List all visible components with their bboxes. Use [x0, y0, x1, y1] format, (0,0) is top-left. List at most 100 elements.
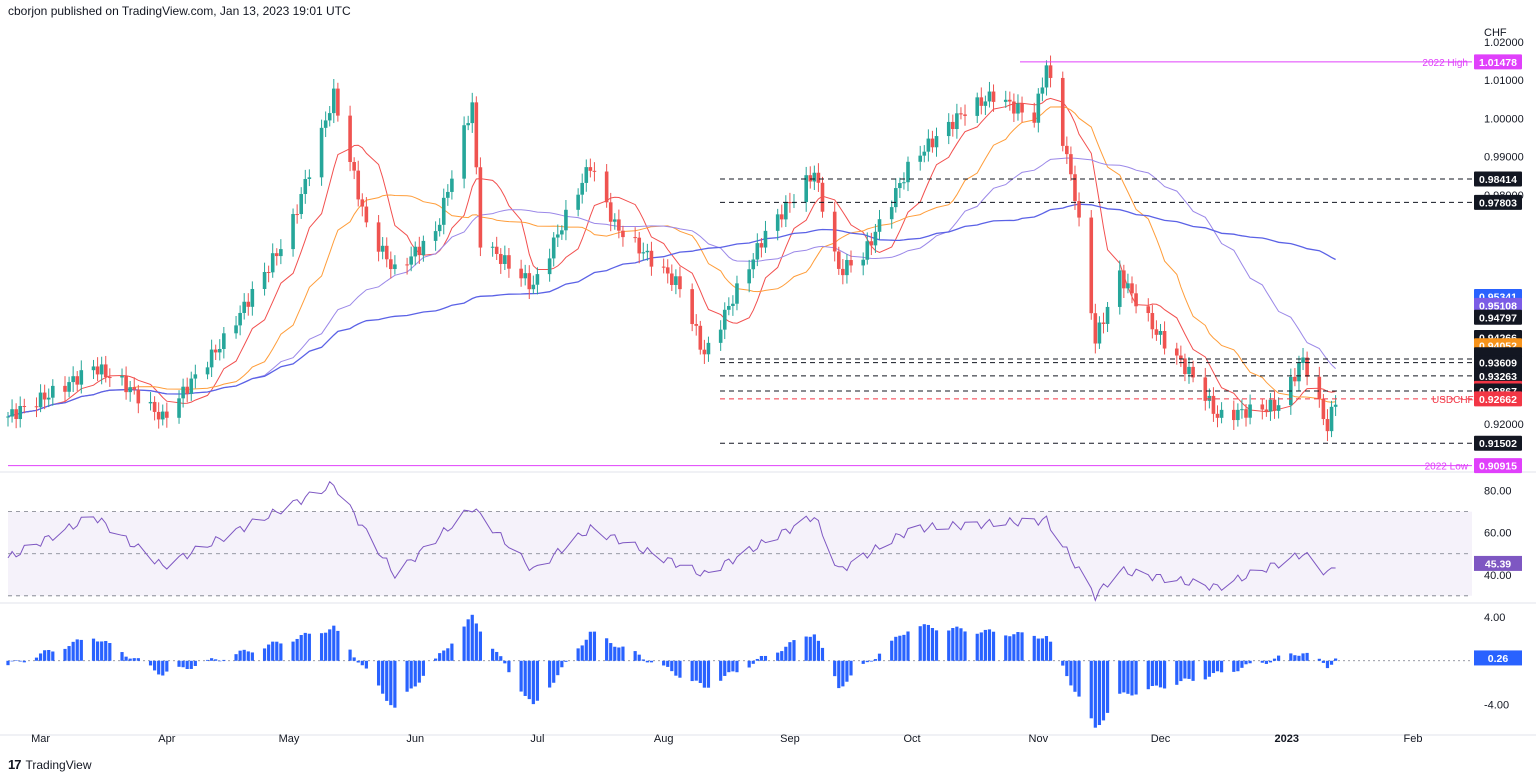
candle-body	[547, 258, 552, 275]
macd-hist-bar	[279, 643, 283, 661]
macd-hist-bar	[987, 629, 992, 661]
candle-body	[661, 266, 666, 268]
candle-body	[698, 325, 703, 350]
macd-hist-bar	[91, 638, 96, 661]
candle-body	[1293, 376, 1297, 382]
candle-body	[1179, 355, 1183, 359]
macd-hist-bar	[189, 660, 193, 669]
macd-hist-bar	[1008, 636, 1012, 661]
candle-body	[1134, 293, 1138, 307]
candle-body	[389, 259, 393, 270]
macd-hist-bar	[250, 652, 254, 661]
candle-body	[132, 387, 137, 390]
macd-hist-bar	[702, 660, 706, 688]
macd-hist-bar	[849, 660, 853, 676]
macd-value-label: 0.26	[1488, 653, 1509, 665]
macd-hist-bar	[1293, 655, 1297, 661]
macd-hist-bar	[218, 660, 222, 662]
macd-hist-bar	[324, 632, 328, 661]
candle-body	[1126, 283, 1130, 289]
macd-axis-tick-label: 4.00	[1484, 612, 1505, 624]
macd-hist-bar	[6, 660, 10, 666]
candle-body	[1044, 65, 1049, 88]
price-label-value: 0.93263	[1479, 371, 1517, 383]
candle-body	[816, 172, 821, 183]
candle-body	[1093, 313, 1098, 344]
macd-hist-bar	[205, 659, 210, 661]
candle-body	[755, 243, 760, 260]
candle-body	[160, 411, 165, 420]
candle-body	[727, 305, 731, 310]
candle-body	[1097, 322, 1102, 344]
candle-body	[222, 333, 226, 349]
candle-body	[1069, 154, 1073, 175]
candle-body	[38, 392, 43, 408]
macd-hist-bar	[1097, 660, 1102, 726]
macd-hist-bar	[719, 660, 723, 681]
macd-hist-bar	[890, 640, 894, 661]
macd-hist-bar	[645, 660, 649, 663]
candle-body	[832, 211, 837, 252]
macd-hist-bar	[1162, 660, 1167, 689]
candle-body	[99, 364, 104, 375]
macd-hist-bar	[1211, 660, 1216, 674]
candle-body	[922, 151, 927, 156]
macd-hist-bar	[43, 650, 47, 661]
candle-body	[1040, 87, 1045, 94]
macd-hist-bar	[1317, 658, 1321, 661]
macd-hist-bar	[731, 660, 735, 672]
price-axis-tick-label: 1.00000	[1484, 113, 1524, 125]
candle-body	[299, 194, 304, 215]
macd-hist-bar	[1268, 660, 1273, 663]
macd-hist-bar	[560, 660, 564, 668]
candle-body	[1215, 413, 1220, 418]
macd-hist-bar	[262, 648, 267, 661]
candle-body	[193, 374, 198, 379]
macd-hist-bar	[670, 660, 674, 672]
candle-body	[820, 182, 825, 212]
candle-body	[413, 246, 418, 257]
candle-body	[79, 370, 84, 385]
candle-body	[136, 389, 141, 404]
sma-slow-line	[7, 203, 1336, 418]
macd-hist-bar	[1260, 660, 1264, 663]
macd-hist-bar	[177, 660, 181, 667]
candle-body	[352, 161, 356, 171]
macd-hist-bar	[364, 660, 368, 669]
macd-hist-bar	[376, 660, 381, 686]
macd-hist-bar	[617, 647, 621, 661]
macd-hist-bar	[763, 655, 768, 661]
candle-body	[1101, 322, 1106, 324]
macd-hist-bar	[161, 660, 165, 676]
price-label-value: 0.90915	[1479, 461, 1517, 473]
macd-hist-bar	[898, 635, 902, 661]
macd-hist-bar	[405, 660, 409, 692]
macd-hist-bar	[442, 650, 446, 661]
price-label-box	[1474, 368, 1522, 384]
macd-hist-bar	[434, 658, 438, 661]
candle-body	[238, 312, 242, 326]
macd-hist-bar	[470, 614, 474, 661]
macd-hist-bar	[51, 651, 55, 661]
macd-hist-bar	[238, 650, 242, 661]
macd-hist-bar	[556, 660, 560, 676]
macd-hist-bar	[503, 660, 507, 664]
macd-hist-bar	[478, 631, 483, 661]
price-axis-tick-label: 0.99000	[1484, 152, 1524, 164]
footer-brand[interactable]: 17 TradingView	[8, 757, 92, 772]
candle-body	[963, 114, 967, 116]
candle-body	[1150, 313, 1155, 330]
macd-hist-bar	[580, 645, 584, 661]
macd-hist-bar	[698, 660, 702, 683]
macd-hist-bar	[10, 660, 14, 662]
macd-hist-bar	[865, 660, 869, 663]
macd-hist-bar	[633, 651, 637, 661]
macd-hist-bar	[674, 660, 678, 676]
candle-body	[918, 155, 923, 162]
rsi-value-box	[1474, 555, 1522, 571]
time-axis-tick-label: Nov	[1029, 733, 1049, 745]
candle-body	[1325, 419, 1330, 432]
macd-hist-bar	[902, 634, 906, 661]
candle-body	[466, 123, 470, 126]
macd-hist-bar	[552, 660, 556, 683]
